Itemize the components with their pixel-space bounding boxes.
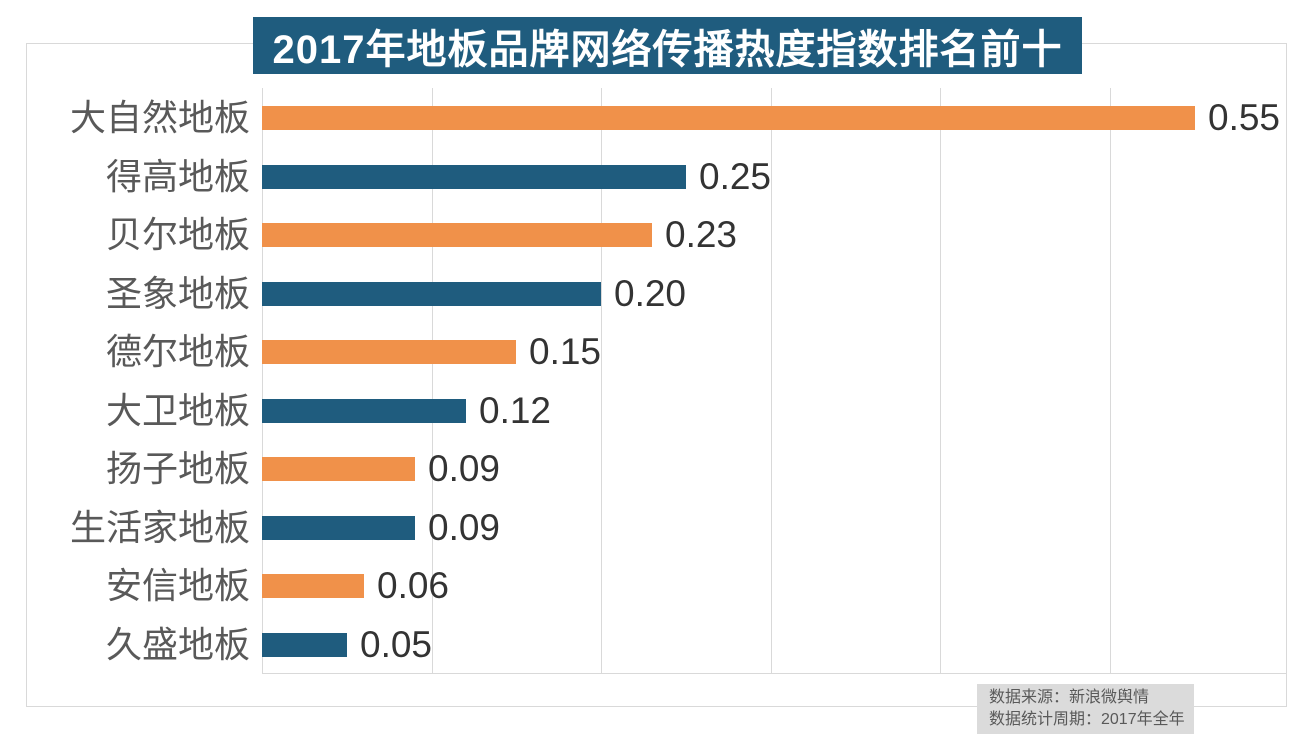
value-label: 0.23 bbox=[665, 214, 738, 255]
value-label: 0.12 bbox=[479, 390, 552, 431]
category-label: 得高地板 bbox=[105, 156, 250, 197]
chart-title: 2017年地板品牌网络传播热度指数排名前十 bbox=[253, 17, 1082, 74]
gridline bbox=[771, 88, 772, 673]
gridline bbox=[1110, 88, 1111, 673]
value-label: 0.55 bbox=[1208, 97, 1281, 138]
gridline bbox=[601, 88, 602, 673]
value-label: 0.25 bbox=[699, 156, 772, 197]
bar bbox=[262, 282, 601, 306]
gridline bbox=[432, 88, 433, 673]
bar bbox=[262, 457, 415, 481]
gridline bbox=[940, 88, 941, 673]
category-label: 久盛地板 bbox=[105, 624, 250, 665]
bar bbox=[262, 633, 347, 657]
category-label: 大卫地板 bbox=[105, 390, 250, 431]
value-label: 0.15 bbox=[529, 331, 602, 372]
bar bbox=[262, 223, 652, 247]
bar bbox=[262, 516, 415, 540]
bar bbox=[262, 106, 1195, 130]
category-label: 生活家地板 bbox=[69, 507, 250, 548]
category-label: 大自然地板 bbox=[69, 97, 250, 138]
bar bbox=[262, 165, 686, 189]
category-label: 扬子地板 bbox=[105, 448, 250, 489]
gridline bbox=[262, 88, 263, 673]
source-note-line2: 数据统计周期：2017年全年 bbox=[989, 711, 1185, 728]
source-note-box: 数据来源：新浪微舆情 数据统计周期：2017年全年 bbox=[977, 684, 1194, 734]
category-label: 圣象地板 bbox=[105, 273, 250, 314]
value-label: 0.09 bbox=[428, 448, 501, 489]
category-label: 贝尔地板 bbox=[105, 214, 250, 255]
category-label: 安信地板 bbox=[105, 565, 250, 606]
value-label: 0.20 bbox=[614, 273, 687, 314]
value-label: 0.06 bbox=[377, 565, 450, 606]
value-label: 0.05 bbox=[360, 624, 433, 665]
value-label: 0.09 bbox=[428, 507, 501, 548]
bar bbox=[262, 340, 516, 364]
plot-area bbox=[262, 88, 1286, 674]
source-note-line1: 数据来源：新浪微舆情 bbox=[989, 689, 1150, 706]
bar bbox=[262, 574, 364, 598]
category-label: 德尔地板 bbox=[105, 331, 250, 372]
bar bbox=[262, 399, 466, 423]
